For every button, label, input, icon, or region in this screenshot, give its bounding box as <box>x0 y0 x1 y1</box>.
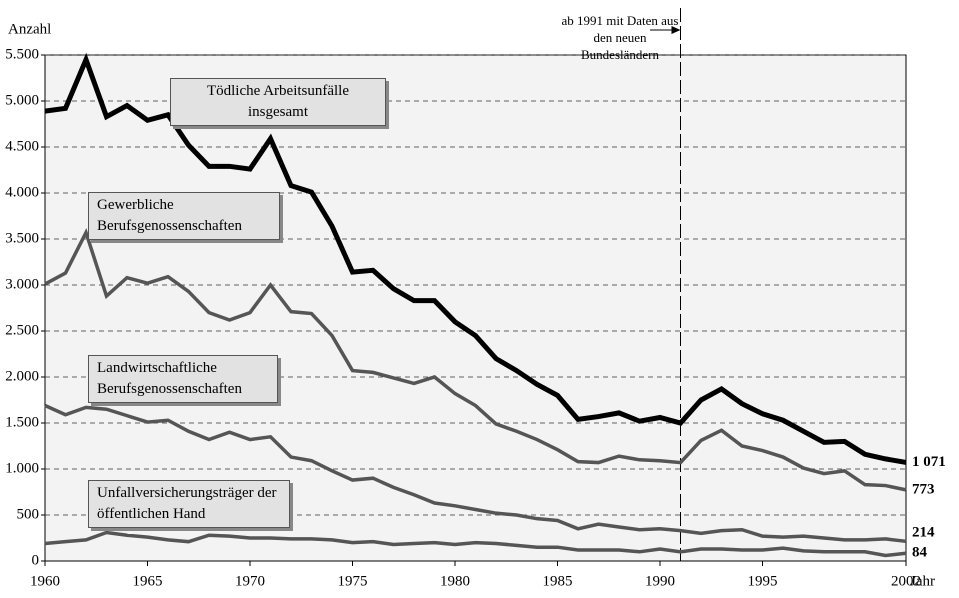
x-tick-label: 1980 <box>440 573 470 589</box>
y-tick-label: 4.000 <box>5 184 39 200</box>
x-tick-label: 1970 <box>235 573 265 589</box>
series-label: Tödliche Arbeitsunfälle insgesamt <box>170 78 386 126</box>
y-tick-label: 0 <box>32 552 40 568</box>
series-label: Unfallversicherungsträger der öffentlich… <box>88 480 290 528</box>
x-tick-label: 2002 <box>891 573 921 589</box>
end-label: 773 <box>912 481 935 497</box>
end-label: 214 <box>912 525 935 541</box>
x-tick-label: 1995 <box>748 573 778 589</box>
plot-area <box>44 54 907 562</box>
end-label: 1 071 <box>912 454 946 470</box>
y-tick-label: 1.000 <box>5 460 39 476</box>
annotation: ab 1991 mit Daten aus den neuen Bundeslä… <box>561 13 679 62</box>
series-label: Landwirtschaftliche Berufsgenossenschaft… <box>88 355 278 403</box>
x-tick-label: 1990 <box>645 573 675 589</box>
end-label: 84 <box>912 545 928 561</box>
y-tick-label: 3.000 <box>5 276 39 292</box>
x-tick-label: 1960 <box>30 573 60 589</box>
x-tick-label: 1965 <box>133 573 163 589</box>
x-tick-label: 1975 <box>338 573 368 589</box>
y-tick-label: 5.000 <box>5 92 39 108</box>
y-tick-label: 3.500 <box>5 230 39 246</box>
series-line <box>44 403 907 544</box>
y-tick-label: 5.500 <box>5 46 39 62</box>
y-tick-label: 500 <box>17 506 40 522</box>
annotation-arrowhead <box>671 26 681 34</box>
y-tick-label: 1.500 <box>5 414 39 430</box>
series-line <box>44 52 907 465</box>
series-line <box>44 530 907 558</box>
y-tick-label: 2.000 <box>5 368 39 384</box>
y-tick-label: 4.500 <box>5 138 39 154</box>
x-axis-label: Jahr <box>910 573 935 589</box>
series-label: Gewerbliche Berufsgenossenschaften <box>88 192 280 240</box>
y-axis-label: Anzahl <box>8 21 51 37</box>
series-line <box>44 227 907 492</box>
y-tick-label: 2.500 <box>5 322 39 338</box>
x-tick-label: 1985 <box>543 573 573 589</box>
